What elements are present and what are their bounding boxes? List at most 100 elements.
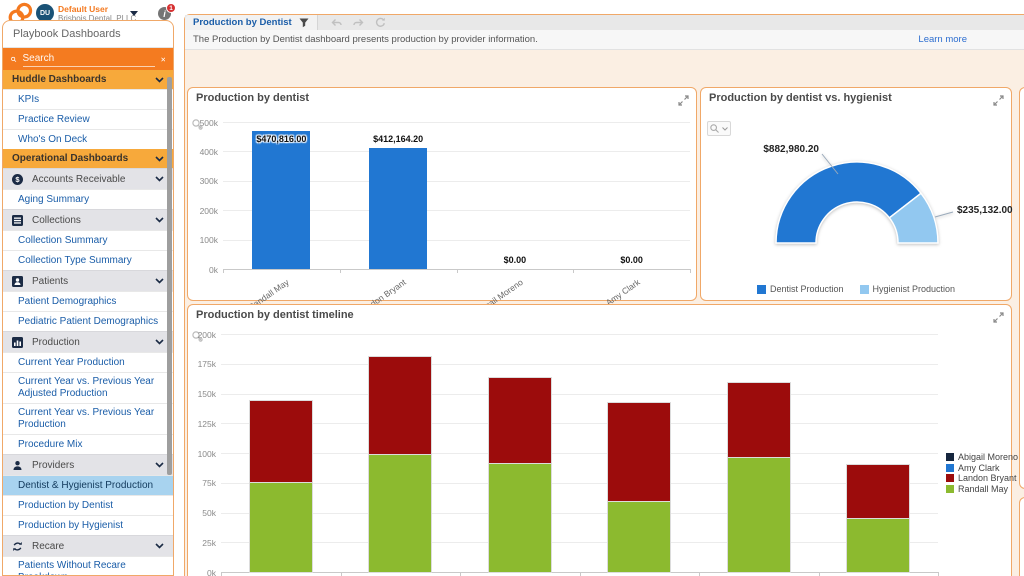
x-axis-tick: [339, 269, 341, 273]
chevron-down-icon: [155, 155, 164, 162]
sidebar-item-collections[interactable]: Collections: [3, 209, 173, 230]
expand-icon[interactable]: [993, 93, 1004, 111]
sidebar-item-current-year-vs-previous-year-production[interactable]: Current Year vs. Previous Year Productio…: [3, 403, 173, 434]
sidebar-item-patient-demographics[interactable]: Patient Demographics: [3, 291, 173, 311]
stack-segment-landon-bryant[interactable]: [249, 400, 312, 482]
legend-item[interactable]: Landon Bryant: [946, 473, 1018, 484]
sidebar-item-dentist-hygienist-production[interactable]: Dentist & Hygienist Production: [3, 475, 173, 495]
chevron-down-icon: [155, 543, 164, 549]
stack-segment-randall-may[interactable]: [847, 518, 910, 572]
sidebar-item-collection-summary[interactable]: Collection Summary: [3, 230, 173, 250]
y-axis-tick-label: 400k: [199, 146, 218, 157]
slice-2[interactable]: [888, 192, 939, 244]
gridline: [223, 239, 690, 241]
bar-2[interactable]: [369, 147, 428, 269]
sidebar-item-label: Production: [32, 336, 80, 348]
stack-segment-landon-bryant[interactable]: [847, 464, 910, 519]
legend-item[interactable]: Amy Clark: [946, 463, 1018, 474]
sidebar-scrollbar[interactable]: [167, 77, 172, 475]
slice-value-label: $235,132.00: [957, 205, 1013, 216]
sidebar-item-collection-type-summary[interactable]: Collection Type Summary: [3, 250, 173, 270]
sidebar-item-production-by-dentist[interactable]: Production by Dentist: [3, 495, 173, 515]
bar-chart-production-by-dentist[interactable]: 500k 400k 300k 200k 100k 0k $470,816.00 Randall…: [188, 88, 696, 318]
sidebar-item-label: Current Year vs. Previous Year Productio…: [18, 407, 155, 430]
panel-production-by-dentist-timeline: Production by dentist timeline 200k 175k 1…: [187, 304, 1018, 576]
sidebar-item-aging-summary[interactable]: Aging Summary: [3, 189, 173, 209]
stack-segment-landon-bryant[interactable]: [727, 382, 790, 457]
x-axis-tick: [340, 572, 342, 576]
y-axis-tick-label: 300k: [199, 176, 218, 187]
slice-1[interactable]: [775, 161, 923, 244]
tab-production-by-dentist[interactable]: Production by Dentist: [185, 15, 318, 30]
sidebar-item-label: Practice Review: [18, 113, 90, 125]
sidebar-item-label: Operational Dashboards: [12, 153, 129, 164]
gridline: [221, 512, 938, 514]
dollar-icon: $: [12, 173, 23, 185]
legend-item[interactable]: Dentist Production: [756, 284, 844, 295]
zoom-magnifier-icon[interactable]: [192, 329, 203, 347]
cut-off-panel: [1019, 497, 1024, 576]
stacked-bar-chart-timeline[interactable]: 200k175k150k125k100k75k50k25k0kSeptember…: [188, 305, 1018, 576]
sidebar-item-accounts-receivable[interactable]: $ Accounts Receivable: [3, 168, 173, 189]
sidebar-item-label: Production by Dentist: [18, 499, 114, 511]
chevron-down-icon: [155, 217, 164, 223]
zoom-magnifier-icon[interactable]: [192, 117, 203, 135]
close-icon[interactable]: [160, 55, 166, 64]
stack-segment-randall-may[interactable]: [369, 454, 432, 572]
legend-label: Randall May: [958, 483, 1009, 494]
sidebar-item-who-s-on-deck[interactable]: Who's On Deck: [3, 129, 173, 149]
search-bar[interactable]: [3, 48, 173, 70]
caret-down-icon[interactable]: [130, 11, 138, 16]
stack-segment-landon-bryant[interactable]: [608, 403, 671, 501]
sidebar-item-kpis[interactable]: KPIs: [3, 89, 173, 109]
stack-segment-landon-bryant[interactable]: [488, 378, 551, 463]
sidebar-item-pediatric-patient-demographics[interactable]: Pediatric Patient Demographics: [3, 311, 173, 331]
learn-more-link[interactable]: Learn more: [918, 34, 967, 45]
refresh-icon[interactable]: [375, 17, 386, 28]
y-axis-tick-label: 175k: [197, 359, 216, 370]
legend-item[interactable]: Abigail Moreno: [946, 452, 1018, 463]
back-arrow-icon[interactable]: [331, 18, 342, 28]
stack-segment-randall-may[interactable]: [727, 456, 790, 572]
legend-item[interactable]: Hygienist Production: [859, 284, 955, 295]
stack-segment-randall-may[interactable]: [608, 500, 671, 572]
legend-label: Abigail Moreno: [958, 452, 1019, 463]
sidebar-item-patients[interactable]: Patients: [3, 270, 173, 291]
chevron-down-icon: [155, 176, 164, 182]
sidebar-item-huddle-dashboards[interactable]: Huddle Dashboards: [3, 70, 173, 89]
filter-funnel-icon[interactable]: [299, 18, 309, 28]
stack-segment-randall-may[interactable]: [488, 462, 551, 572]
stack-segment-landon-bryant[interactable]: [369, 356, 432, 455]
donut-chart-dentist-vs-hygienist[interactable]: $882,980.20 $235,132.00 Dentist Production…: [701, 88, 1013, 300]
x-axis-tick: [460, 572, 461, 576]
sidebar-item-providers[interactable]: Providers: [3, 454, 173, 475]
zoom-dropdown-button[interactable]: [707, 121, 731, 136]
sidebar-item-operational-dashboards[interactable]: Operational Dashboards: [3, 149, 173, 168]
notifications-button[interactable]: i 1: [158, 3, 180, 23]
expand-icon[interactable]: [993, 310, 1004, 328]
sidebar-item-current-year-vs-previous-year-adjusted-production[interactable]: Current Year vs. Previous Year Adjusted …: [3, 372, 173, 403]
search-input[interactable]: [22, 51, 155, 67]
sidebar-item-practice-review[interactable]: Practice Review: [3, 109, 173, 129]
avatar[interactable]: DU: [36, 4, 54, 22]
legend-item[interactable]: Randall May: [946, 484, 1018, 495]
forward-arrow-icon[interactable]: [353, 18, 364, 28]
chevron-down-icon: [155, 339, 164, 345]
legend-swatch: [946, 484, 954, 493]
gridline: [221, 393, 938, 395]
bar-1[interactable]: [252, 130, 311, 269]
expand-icon[interactable]: [678, 93, 689, 111]
legend-label: Amy Clark: [958, 462, 1000, 473]
sidebar-item-patients-without-recare-breakdown[interactable]: Patients Without Recare Breakdown: [3, 556, 173, 575]
sidebar-item-production-by-hygienist[interactable]: Production by Hygienist: [3, 515, 173, 535]
sidebar-item-procedure-mix[interactable]: Procedure Mix: [3, 434, 173, 454]
legend-swatch: [946, 463, 954, 472]
sidebar-item-production[interactable]: Production: [3, 331, 173, 352]
stack-segment-randall-may[interactable]: [249, 481, 312, 572]
x-axis-tick: [223, 269, 224, 273]
chart-title: Production by dentist vs. hygienist: [709, 92, 892, 104]
sidebar-item-current-year-production[interactable]: Current Year Production: [3, 352, 173, 372]
sidebar-item-recare[interactable]: Recare: [3, 535, 173, 556]
sidebar-item-label: KPIs: [18, 93, 40, 105]
chevron-down-icon: [722, 126, 728, 131]
